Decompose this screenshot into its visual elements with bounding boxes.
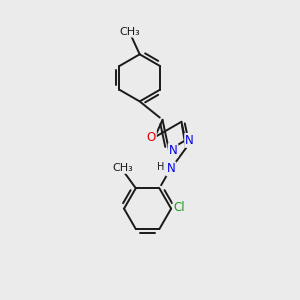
Text: N: N <box>169 144 177 157</box>
Text: Cl: Cl <box>174 201 185 214</box>
Text: H: H <box>157 161 164 172</box>
Text: N: N <box>167 162 176 176</box>
Text: N: N <box>185 134 194 147</box>
Text: O: O <box>147 131 156 144</box>
Text: CH₃: CH₃ <box>112 163 133 173</box>
Text: CH₃: CH₃ <box>119 27 140 37</box>
